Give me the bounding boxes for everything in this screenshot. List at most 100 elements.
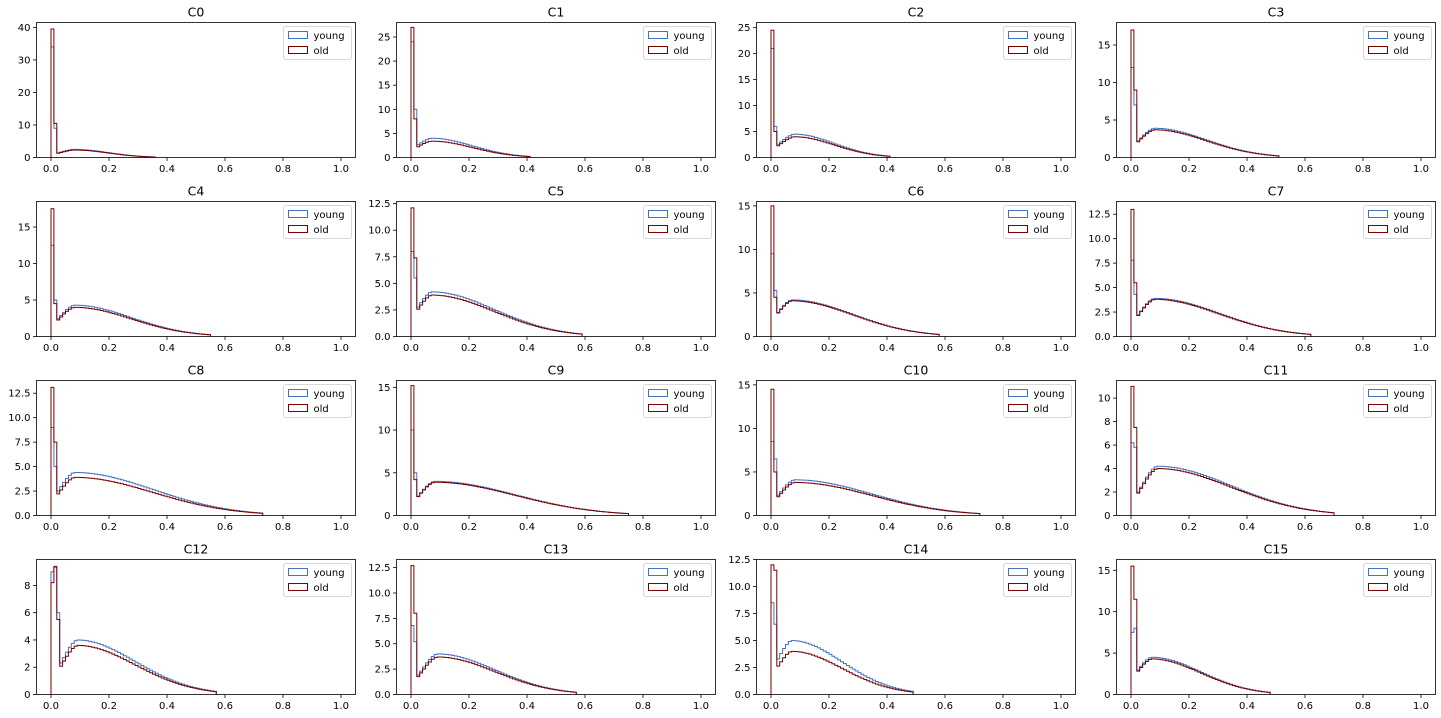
x-tick-label: 0.2 xyxy=(1181,164,1197,175)
histogram-series-old xyxy=(410,385,629,516)
legend-swatch-young xyxy=(288,389,308,397)
x-tick-label: 0.6 xyxy=(217,164,233,175)
subplot-C15: 0.0 0.2 0.4 0.6 0.8 1.0 0 5 10 15 C15 young old xyxy=(1098,542,1436,712)
legend-label-old: old xyxy=(674,225,689,236)
histogram-series-young xyxy=(770,47,891,158)
legend-label-young: young xyxy=(314,210,345,221)
y-tick-label: 2.5 xyxy=(1095,308,1111,319)
legend-label-young: young xyxy=(674,31,705,42)
legend-swatch-old xyxy=(288,583,308,591)
histogram-series-old xyxy=(50,386,264,516)
y-tick-label: 0 xyxy=(1104,511,1110,522)
y-tick-label: 0 xyxy=(744,511,750,522)
x-tick-label: 0.0 xyxy=(43,522,59,533)
legend-swatch-young xyxy=(648,210,668,218)
histogram-series-old xyxy=(410,565,577,695)
x-tick-label: 0.4 xyxy=(879,164,895,175)
histogram-series-old xyxy=(1130,29,1280,158)
y-tick-label: 8 xyxy=(24,581,30,592)
axes-frame xyxy=(1116,380,1436,516)
legend: young old xyxy=(1003,384,1072,418)
x-tick-label: 0.8 xyxy=(635,522,651,533)
y-tick-label: 12.5 xyxy=(368,563,390,574)
x-tick-label: 1.0 xyxy=(1053,522,1069,533)
legend-swatch-old xyxy=(288,404,308,412)
x-tick-label: 0.8 xyxy=(275,522,291,533)
x-tick-label: 1.0 xyxy=(1053,701,1069,712)
subplot-title: C15 xyxy=(1264,542,1289,557)
subplot-C4: 0.0 0.2 0.4 0.6 0.8 1.0 0 5 10 15 C4 young old xyxy=(18,184,356,354)
y-tick-label: 20 xyxy=(18,88,31,99)
x-tick-label: 1.0 xyxy=(1053,164,1069,175)
legend-box xyxy=(643,384,712,418)
histogram-series-young xyxy=(410,250,583,337)
legend: young old xyxy=(1363,563,1432,597)
axes-frame xyxy=(36,22,356,158)
x-tick-label: 0.4 xyxy=(159,343,175,354)
x-tick-label: 0.8 xyxy=(1355,522,1371,533)
y-tick-label: 8 xyxy=(1104,417,1110,428)
histogram-series-young xyxy=(770,440,981,516)
axes-frame xyxy=(1116,559,1436,695)
y-tick-label: 2 xyxy=(24,663,30,674)
x-tick-label: 1.0 xyxy=(333,701,349,712)
x-tick-label: 0.6 xyxy=(577,701,593,712)
legend-box xyxy=(1363,384,1432,418)
legend-box xyxy=(643,563,712,597)
y-tick-label: 5.0 xyxy=(375,639,391,650)
y-tick-label: 10.0 xyxy=(368,588,390,599)
x-tick-label: 0.2 xyxy=(101,522,117,533)
legend: young old xyxy=(283,384,352,418)
x-tick-label: 1.0 xyxy=(1413,343,1429,354)
y-tick-label: 5.0 xyxy=(735,636,751,647)
x-tick-label: 0.6 xyxy=(1297,343,1313,354)
histogram-series-old xyxy=(410,207,583,337)
legend: young old xyxy=(1003,26,1072,60)
x-tick-label: 0.8 xyxy=(275,701,291,712)
legend-swatch-old xyxy=(1368,404,1388,412)
histogram-series-old xyxy=(770,29,891,158)
legend-box xyxy=(1003,26,1072,60)
x-tick-label: 0.8 xyxy=(635,701,651,712)
x-tick-label: 0.2 xyxy=(461,343,477,354)
x-tick-label: 0.6 xyxy=(937,522,953,533)
legend: young old xyxy=(643,205,712,239)
x-tick-label: 0.0 xyxy=(1123,701,1139,712)
legend-label-young: young xyxy=(314,31,345,42)
axes-frame xyxy=(756,380,1076,516)
legend-label-young: young xyxy=(1394,210,1425,221)
histogram-series-young xyxy=(1130,67,1280,158)
y-tick-label: 7.5 xyxy=(15,438,31,449)
subplot-title: C12 xyxy=(184,542,209,557)
x-tick-label: 0.4 xyxy=(1239,343,1255,354)
y-tick-label: 4 xyxy=(1104,464,1110,475)
x-tick-label: 0.2 xyxy=(461,522,477,533)
y-tick-label: 0.0 xyxy=(15,511,31,522)
legend-swatch-young xyxy=(1008,210,1028,218)
y-tick-label: 25 xyxy=(738,23,751,34)
histogram-series-young xyxy=(1130,627,1271,695)
y-tick-label: 0 xyxy=(24,153,30,164)
y-tick-label: 5 xyxy=(1104,116,1110,127)
y-tick-label: 10.0 xyxy=(8,413,30,424)
y-tick-label: 10.0 xyxy=(1088,234,1110,245)
y-tick-label: 0.0 xyxy=(375,690,391,701)
legend-swatch-young xyxy=(1368,389,1388,397)
subplot-title: C6 xyxy=(908,184,925,199)
x-tick-label: 0.0 xyxy=(403,522,419,533)
legend: young old xyxy=(1363,205,1432,239)
y-tick-label: 0 xyxy=(1104,690,1110,701)
x-tick-label: 0.0 xyxy=(1123,522,1139,533)
legend-label-old: old xyxy=(314,404,329,415)
histogram-series-old xyxy=(410,26,531,158)
subplot-C0: 0.0 0.2 0.4 0.6 0.8 1.0 0 10 20 30 40 C0 young old xyxy=(18,5,356,175)
x-tick-label: 0.8 xyxy=(1355,701,1371,712)
legend: young old xyxy=(1003,563,1072,597)
subplot-C10: 0.0 0.2 0.4 0.6 0.8 1.0 0 5 10 15 C10 young old xyxy=(738,363,1076,533)
x-tick-label: 0.4 xyxy=(519,522,535,533)
subplot-title: C1 xyxy=(548,5,565,20)
y-tick-label: 2.5 xyxy=(15,487,31,498)
x-tick-label: 0.4 xyxy=(879,522,895,533)
x-tick-label: 0.0 xyxy=(1123,343,1139,354)
legend-label-old: old xyxy=(314,46,329,57)
